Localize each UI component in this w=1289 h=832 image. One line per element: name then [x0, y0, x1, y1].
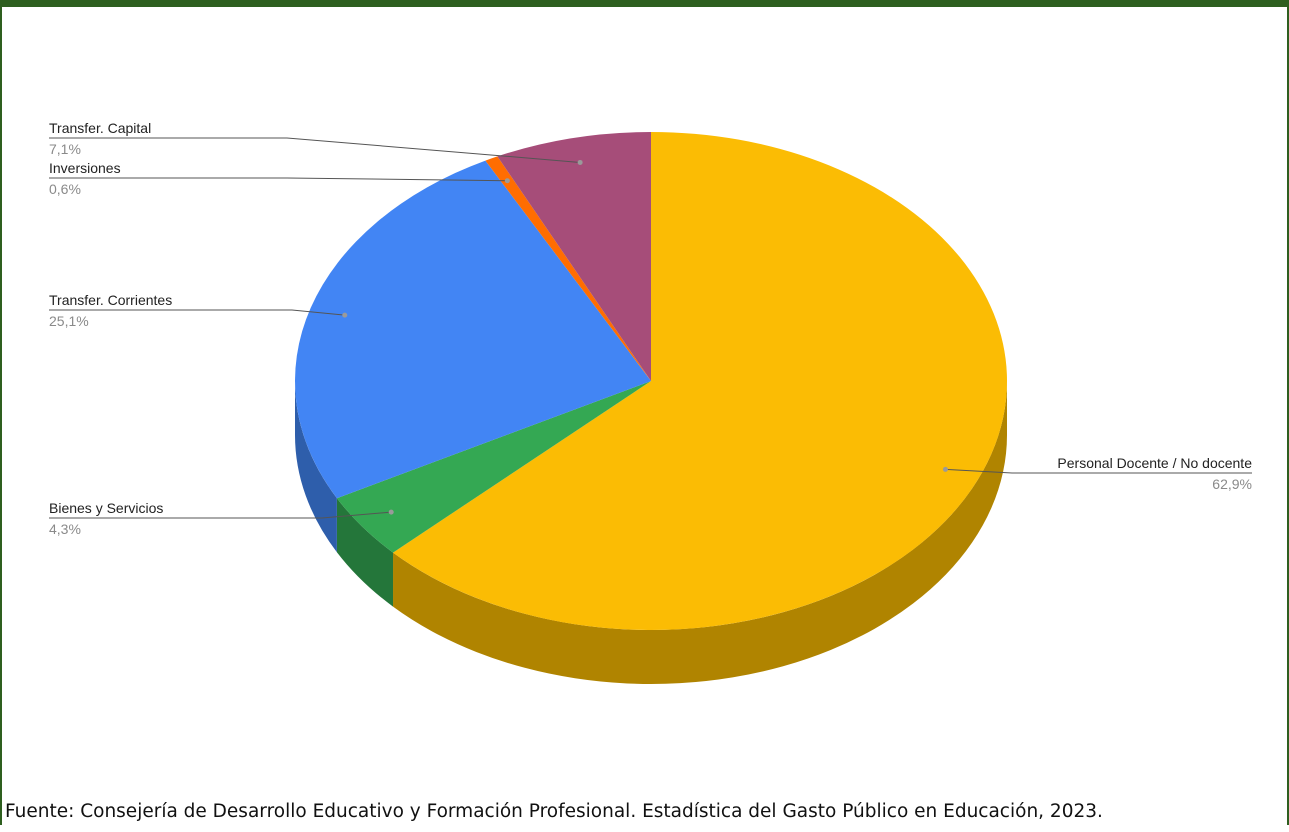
pie-slice-inversiones [485, 156, 651, 381]
pie-chart: Personal Docente / No docente 62,9% Bienes… [49, 120, 1252, 685]
slice-label-transfer-corrientes: Transfer. Corrientes [49, 292, 172, 308]
slice-label-personal-docente-no-docente: Personal Docente / No docente [1057, 455, 1252, 471]
leader-line-personal-docente-no-docente [945, 468, 1252, 474]
leader-dot-transfer-capital [577, 159, 583, 165]
slice-value-transfer-corrientes: 25,1% [49, 313, 89, 329]
leader-dot-personal-docente-no-docente [942, 466, 948, 472]
slice-value-inversiones: 0,6% [49, 181, 81, 197]
slice-value-transfer-capital: 7,1% [49, 141, 81, 157]
pie-slice-transfer-capital [497, 132, 651, 381]
pie-slice-personal-docente-no-docente [393, 132, 1008, 630]
slice-label-bienes-y-servicios: Bienes y Servicios [49, 500, 163, 516]
slice-value-bienes-y-servicios: 4,3% [49, 521, 81, 537]
leader-line-bienes-y-servicios [49, 511, 392, 519]
leader-dot-transfer-corrientes [342, 312, 348, 318]
pie-side-transfer-corrientes [295, 381, 337, 553]
slice-value-personal-docente-no-docente: 62,9% [1212, 476, 1252, 492]
pie-side-bienes-y-servicios [336, 498, 394, 607]
pie-sides [295, 381, 1007, 685]
pie-slice-bienes-y-servicios [336, 381, 651, 553]
pie-slice-transfer-corrientes [294, 160, 651, 499]
leader-line-transfer-capital [49, 137, 581, 163]
leader-line-transfer-corrientes [49, 309, 345, 316]
slice-label-transfer-capital: Transfer. Capital [49, 120, 151, 136]
slice-label-inversiones: Inversiones [49, 160, 121, 176]
leader-dot-inversiones [504, 178, 510, 184]
source-note: Fuente: Consejería de Desarrollo Educati… [5, 801, 1103, 822]
leader-dot-bienes-y-servicios [388, 509, 394, 515]
pie-slices [294, 132, 1008, 630]
pie-side-personal-docente-no-docente [393, 381, 1007, 685]
leader-line-inversiones [49, 177, 508, 182]
pie-labels: Personal Docente / No docente 62,9% Bienes… [49, 120, 1252, 537]
